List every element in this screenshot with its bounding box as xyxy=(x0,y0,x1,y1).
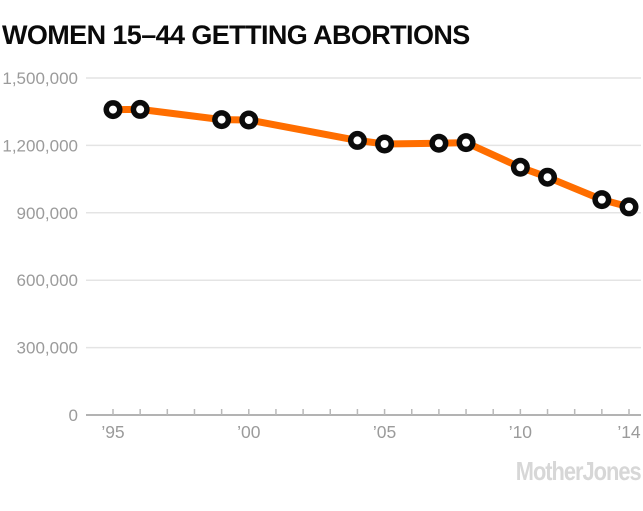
y-axis-tick-label: 1,500,000 xyxy=(2,69,78,88)
data-point-hole xyxy=(244,116,253,125)
x-axis-tick-label: ’14 xyxy=(617,422,641,442)
x-axis-tick-label: ’00 xyxy=(237,422,261,442)
data-point-hole xyxy=(109,105,117,114)
data-point-hole xyxy=(380,140,389,149)
x-axis-tick-label: ’10 xyxy=(509,422,533,442)
x-axis-tick-label: ’05 xyxy=(373,422,396,442)
data-point-hole xyxy=(516,163,525,172)
y-axis-tick-label: 0 xyxy=(69,406,78,425)
motherjones-watermark: MotherJones xyxy=(516,456,642,486)
data-point-hole xyxy=(217,115,226,124)
y-axis-tick-label: 1,200,000 xyxy=(2,136,78,155)
data-point-hole xyxy=(543,173,552,182)
data-point-hole xyxy=(434,139,443,148)
y-axis-tick-label: 300,000 xyxy=(17,339,78,358)
y-axis-tick-label: 900,000 xyxy=(17,204,78,223)
chart-title: WOMEN 15–44 GETTING ABORTIONS xyxy=(2,20,470,50)
abortions-series-line xyxy=(109,105,633,211)
y-axis-tick-label: 600,000 xyxy=(17,271,78,290)
data-point-hole xyxy=(462,138,471,147)
data-point-hole xyxy=(136,105,145,114)
data-point-hole xyxy=(353,136,362,145)
data-point-hole xyxy=(625,202,633,211)
x-axis-tick-label: ’95 xyxy=(101,422,124,442)
data-point-hole xyxy=(597,195,606,204)
